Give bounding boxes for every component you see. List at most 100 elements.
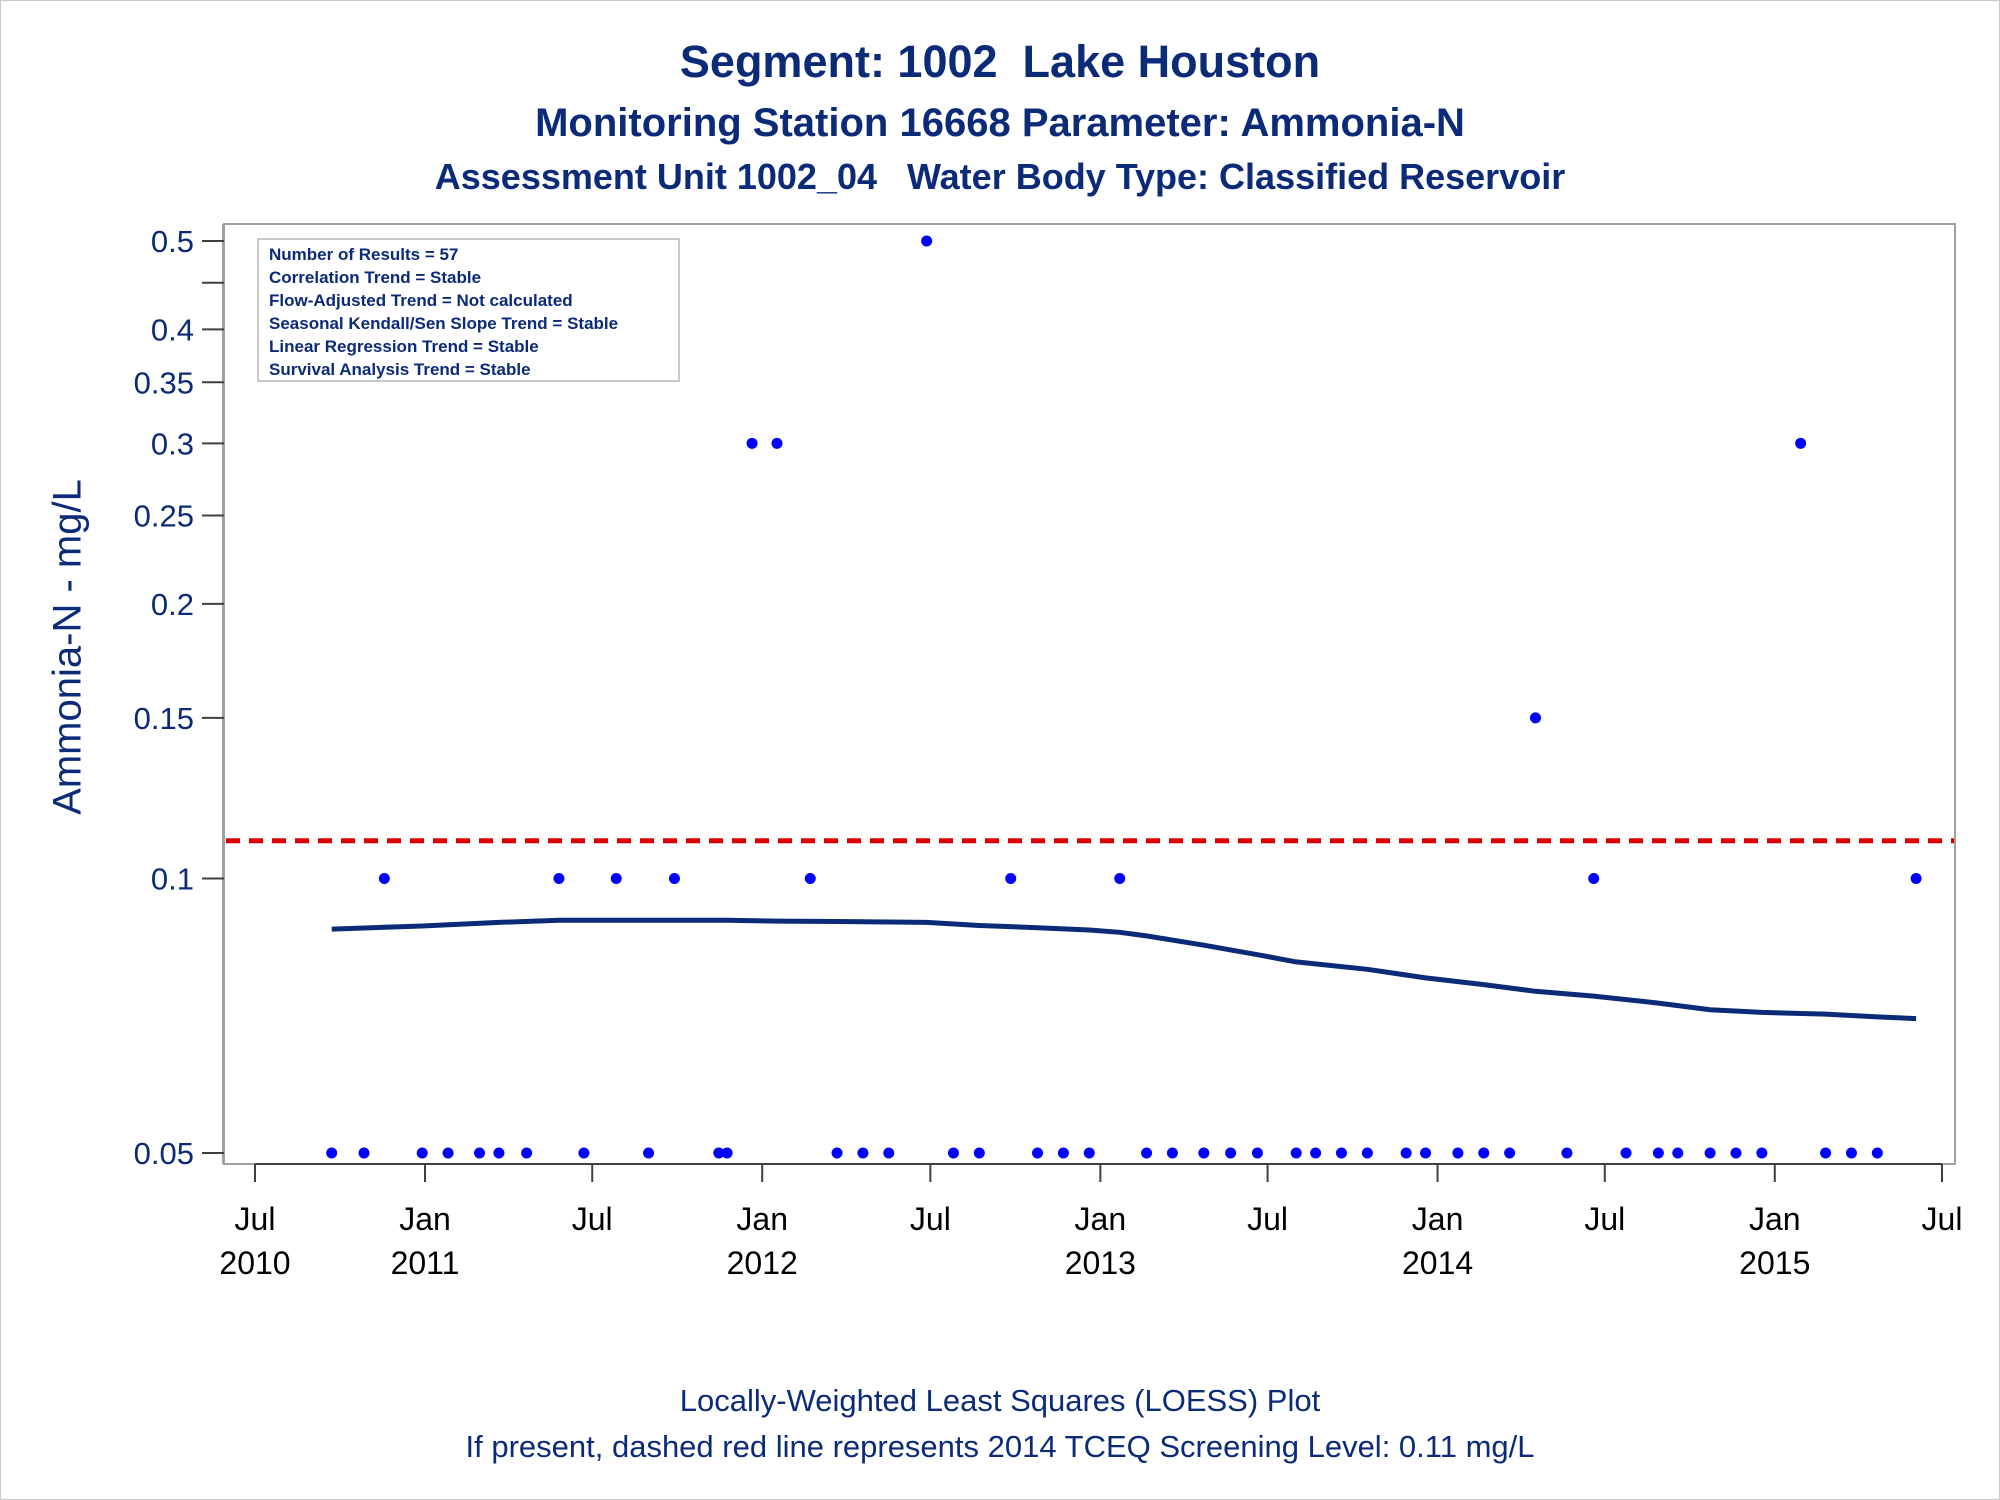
data-point	[1529, 712, 1541, 724]
data-point	[1820, 1147, 1832, 1159]
chart-title: Segment: 1002 Lake Houston	[679, 36, 1321, 87]
data-point	[1871, 1147, 1883, 1159]
data-point	[553, 872, 565, 884]
data-point	[1057, 1147, 1069, 1159]
loess-curve	[331, 917, 1917, 1022]
data-point	[1251, 1147, 1263, 1159]
chart-subtitle: Monitoring Station 16668 Parameter: Ammo…	[535, 101, 1465, 145]
x-tick-label-year: 2014	[1402, 1245, 1473, 1281]
data-point	[804, 872, 816, 884]
x-tick-label-month: Jul	[235, 1201, 276, 1237]
data-point	[1166, 1147, 1178, 1159]
data-point	[713, 1147, 725, 1159]
data-point	[1032, 1147, 1044, 1159]
trend-legend-line: Linear Regression Trend = Stable	[269, 337, 539, 356]
data-point	[578, 1147, 590, 1159]
data-point	[1198, 1147, 1210, 1159]
data-point	[378, 872, 390, 884]
x-tick-label-month: Jan	[399, 1201, 451, 1237]
x-tick-label-month: Jan	[736, 1201, 788, 1237]
data-point	[1672, 1147, 1684, 1159]
trend-legend-line: Correlation Trend = Stable	[269, 268, 481, 287]
data-point	[1504, 1147, 1516, 1159]
data-point	[358, 1147, 370, 1159]
data-point	[1756, 1147, 1768, 1159]
x-axis: Jul 2010 Jan 2011 Jul Jan 2012 Jul Jan 2013 Jul Jan…	[219, 1163, 1963, 1281]
x-tick-label-year: 2015	[1739, 1245, 1810, 1281]
data-point	[1730, 1147, 1742, 1159]
y-tick-label: 0.25	[134, 499, 194, 534]
data-point	[1335, 1147, 1347, 1159]
trend-legend-line: Seasonal Kendall/Sen Slope Trend = Stabl…	[269, 314, 618, 333]
x-tick-label-month: Jul	[1922, 1201, 1963, 1237]
data-point	[1083, 1147, 1095, 1159]
x-tick-label-month: Jul	[1584, 1201, 1625, 1237]
trend-legend: Number of Results = 57 Correlation Trend …	[257, 238, 680, 382]
x-tick-label-month: Jul	[910, 1201, 951, 1237]
y-tick-label: 0.5	[151, 224, 194, 259]
data-point	[1845, 1147, 1857, 1159]
trend-legend-box	[257, 238, 680, 382]
x-tick-label-year: 2010	[219, 1245, 290, 1281]
data-point	[1652, 1147, 1664, 1159]
y-tick-label: 0.35	[134, 365, 194, 400]
data-point	[921, 235, 933, 247]
data-point	[947, 1147, 959, 1159]
x-tick-label-month: Jul	[1247, 1201, 1288, 1237]
data-point	[474, 1147, 486, 1159]
x-tick-label-year: 2013	[1065, 1245, 1136, 1281]
data-point	[1795, 437, 1807, 449]
chart-subtitle-secondary: Assessment Unit 1002_04 Water Body Type:…	[434, 156, 1566, 197]
data-point	[1704, 1147, 1716, 1159]
x-tick-label-month: Jul	[572, 1201, 613, 1237]
data-point	[521, 1147, 533, 1159]
data-point	[1561, 1147, 1573, 1159]
data-point	[831, 1147, 843, 1159]
data-point	[416, 1147, 428, 1159]
x-tick-label-month: Jan	[1749, 1201, 1801, 1237]
data-point	[1400, 1147, 1412, 1159]
data-point	[857, 1147, 869, 1159]
data-point	[643, 1147, 655, 1159]
x-tick-label-year: 2012	[727, 1245, 798, 1281]
x-tick-label-month: Jan	[1075, 1201, 1127, 1237]
y-axis: 0.05 0.1 0.15 0.2 0.25 0.3 0.35 0.4 0.5	[134, 224, 224, 1171]
y-tick-label: 0.1	[151, 861, 194, 896]
data-point	[746, 437, 758, 449]
y-tick-label: 0.15	[134, 701, 194, 736]
x-tick-label-year: 2011	[391, 1245, 460, 1281]
data-point	[1225, 1147, 1237, 1159]
data-point	[1290, 1147, 1302, 1159]
data-point	[442, 1147, 454, 1159]
data-point	[1310, 1147, 1322, 1159]
trend-legend-line: Number of Results = 57	[269, 245, 458, 264]
data-point	[1420, 1147, 1432, 1159]
data-point	[610, 872, 622, 884]
y-tick-label: 0.3	[151, 426, 194, 461]
data-point	[1910, 872, 1922, 884]
data-point	[1452, 1147, 1464, 1159]
footnote-screening: If present, dashed red line represents 2…	[465, 1429, 1535, 1464]
y-tick-label: 0.05	[134, 1136, 194, 1171]
data-point	[668, 872, 680, 884]
data-point	[721, 1147, 733, 1159]
trend-legend-line: Flow-Adjusted Trend = Not calculated	[269, 291, 573, 310]
data-point	[1588, 872, 1600, 884]
data-point	[1005, 872, 1017, 884]
data-point	[973, 1147, 985, 1159]
data-point	[1620, 1147, 1632, 1159]
data-point	[883, 1147, 895, 1159]
data-point	[493, 1147, 505, 1159]
x-tick-label-month: Jan	[1412, 1201, 1464, 1237]
trend-legend-line: Survival Analysis Trend = Stable	[269, 360, 531, 379]
footnote-loess: Locally-Weighted Least Squares (LOESS) P…	[679, 1383, 1321, 1418]
data-point	[1361, 1147, 1373, 1159]
data-point	[326, 1147, 338, 1159]
data-points	[326, 235, 1922, 1159]
y-tick-label: 0.2	[151, 587, 194, 622]
data-point	[1478, 1147, 1490, 1159]
data-point	[1141, 1147, 1153, 1159]
data-point	[1114, 872, 1126, 884]
y-tick-label: 0.4	[151, 312, 194, 347]
